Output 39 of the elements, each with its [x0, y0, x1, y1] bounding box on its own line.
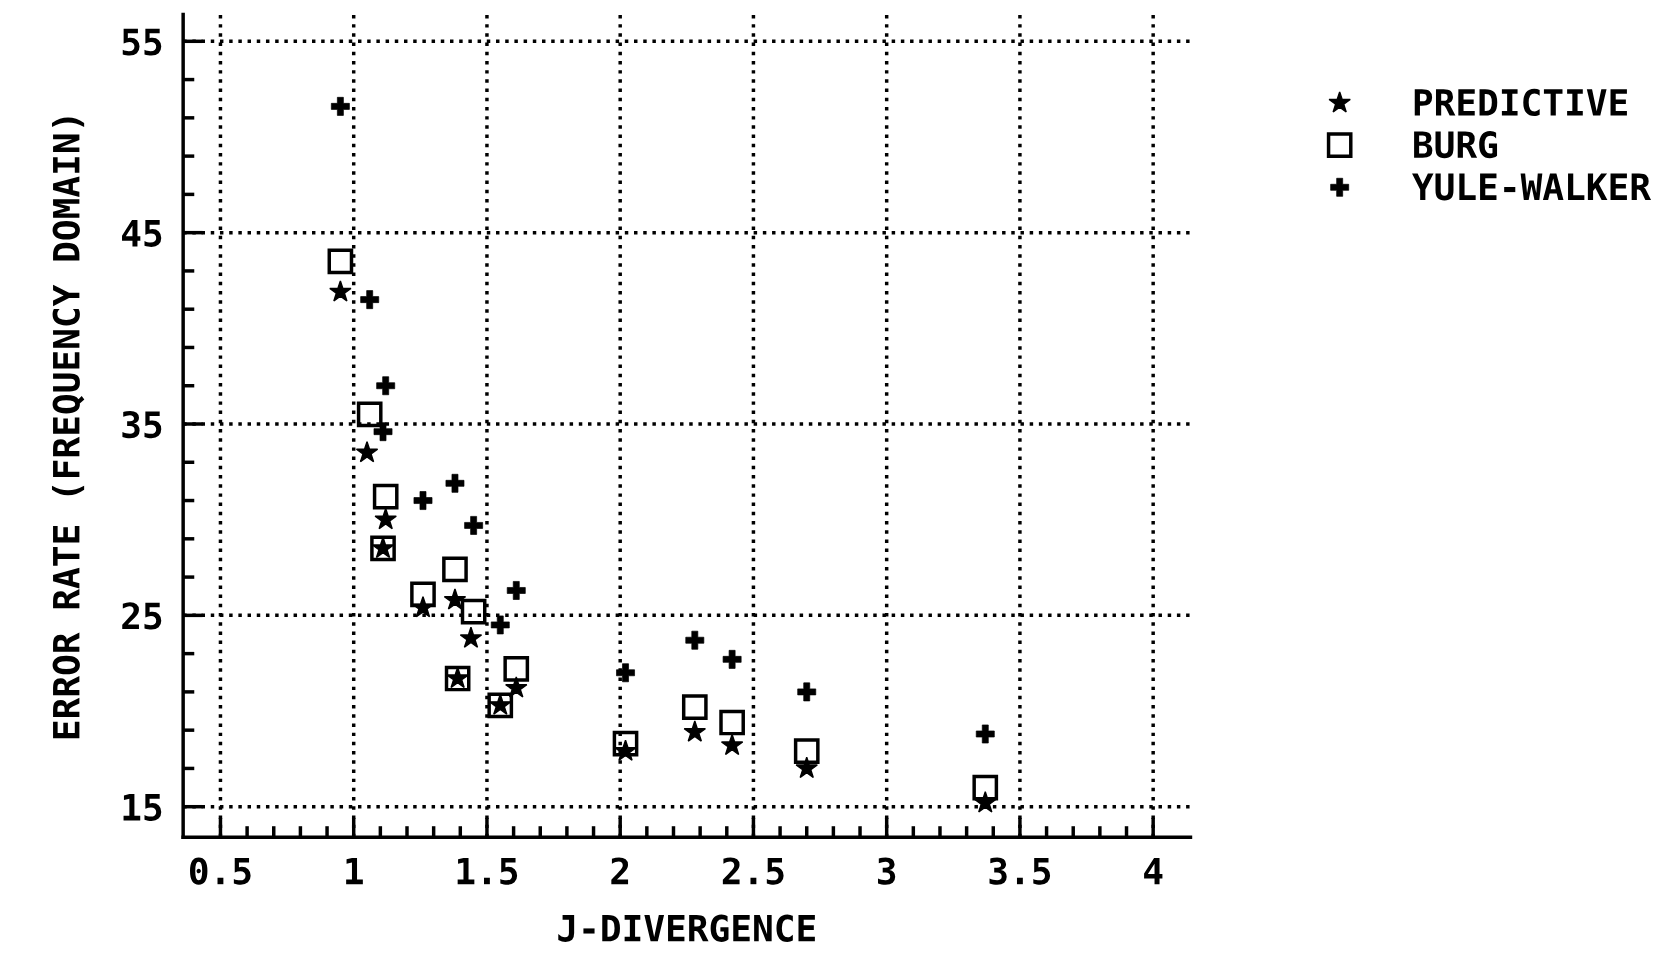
y-tick-label: 45	[122, 220, 162, 247]
x-tick-label: 2.5	[722, 857, 784, 885]
point	[442, 556, 468, 583]
x-tick-label: 1.5	[457, 857, 518, 885]
point	[356, 401, 383, 428]
legend-label: BURG	[1414, 130, 1498, 159]
x-tick-label: 0.5	[190, 857, 251, 885]
point	[972, 774, 999, 801]
point	[329, 280, 352, 302]
point	[327, 248, 354, 275]
y-axis-title: ERROR RATE (FREQUENCY DOMAIN)	[51, 117, 85, 739]
legend-label: YULE-WALKER	[1412, 173, 1652, 201]
x-tick-label: 2	[611, 857, 629, 885]
x-tick-label: 4	[1144, 857, 1163, 885]
x-tick-label: 3	[878, 857, 896, 885]
point	[443, 588, 467, 610]
point	[681, 694, 708, 721]
y-tick-label: 35	[122, 410, 162, 439]
point	[410, 581, 436, 608]
point	[374, 507, 397, 530]
point	[503, 656, 530, 682]
point	[355, 440, 379, 463]
y-tick-label: 55	[122, 28, 162, 56]
point	[795, 756, 818, 779]
x-tick-label: 1	[346, 857, 363, 885]
point	[372, 483, 399, 510]
legend-label: PREDICTIVE	[1414, 88, 1627, 117]
point	[793, 738, 820, 765]
point	[683, 720, 707, 742]
point	[612, 730, 639, 757]
x-tick-label: 3.5	[989, 857, 1051, 885]
point	[459, 626, 483, 649]
y-tick-label: 15	[123, 794, 162, 821]
x-axis-title: J-DIVERGENCE	[558, 914, 815, 942]
point	[719, 709, 745, 736]
point	[720, 733, 744, 756]
point	[460, 598, 487, 625]
y-tick-label: 25	[122, 602, 162, 630]
point	[616, 663, 635, 683]
